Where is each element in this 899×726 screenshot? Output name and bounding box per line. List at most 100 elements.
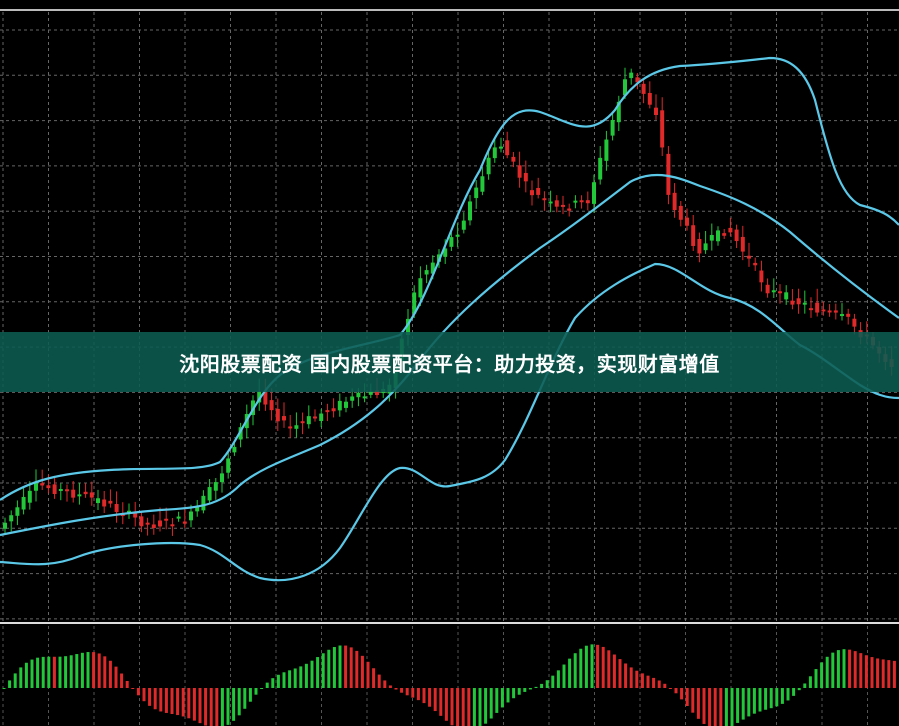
- candle-body: [288, 426, 293, 429]
- candle-body: [424, 270, 429, 275]
- oscillator-bar: [187, 688, 191, 719]
- oscillator-bar: [293, 668, 297, 688]
- candle-body: [846, 313, 851, 317]
- candle-body: [356, 392, 361, 398]
- candle-body: [145, 522, 150, 525]
- oscillator-bar: [831, 652, 835, 688]
- oscillator-bar: [265, 682, 269, 688]
- oscillator-bar: [736, 688, 740, 723]
- candle-body: [492, 147, 497, 159]
- oscillator-bar: [136, 688, 140, 696]
- bollinger-bands: [0, 56, 899, 582]
- oscillator-bar: [848, 649, 852, 688]
- candle-body: [629, 72, 634, 79]
- oscillator-bar: [58, 656, 62, 688]
- oscillator-bar: [310, 660, 314, 688]
- oscillator-bar: [814, 669, 818, 688]
- oscillator-bar: [500, 688, 504, 708]
- oscillator-bar: [422, 688, 426, 704]
- oscillator-bar: [69, 655, 73, 688]
- candle-body: [3, 522, 7, 529]
- candle-body: [505, 140, 510, 156]
- oscillator-bar: [836, 650, 840, 688]
- oscillator-bar: [881, 659, 885, 688]
- oscillator-bar: [551, 675, 555, 688]
- candle-body: [709, 235, 714, 241]
- oscillator-bar: [472, 688, 476, 726]
- oscillator-bar: [153, 688, 157, 710]
- oscillator-bar: [450, 688, 454, 726]
- candle-body: [610, 120, 615, 136]
- oscillator-bar: [556, 670, 560, 688]
- candle-body: [9, 515, 14, 522]
- oscillator-bar: [30, 659, 34, 688]
- oscillator-bar: [870, 657, 874, 688]
- oscillator-bar: [624, 663, 628, 688]
- oscillator-bar: [461, 688, 465, 726]
- candle-body: [697, 238, 702, 254]
- candle-body: [734, 229, 739, 242]
- candle-body: [220, 473, 224, 483]
- oscillator-bar: [685, 688, 689, 707]
- candle-body: [15, 507, 20, 516]
- oscillator-bar: [170, 688, 174, 715]
- oscillator-bar: [786, 688, 790, 701]
- candle-body: [604, 139, 609, 161]
- candle-body: [530, 190, 534, 196]
- candle-body: [182, 521, 187, 524]
- oscillator-bar: [355, 650, 359, 688]
- oscillator-bar: [864, 655, 868, 688]
- candle-body: [536, 187, 541, 195]
- oscillator-bar: [646, 675, 650, 688]
- oscillator-bar: [260, 688, 264, 689]
- oscillator-bar: [444, 688, 448, 721]
- candle-body: [827, 310, 832, 313]
- oscillator-bar: [724, 688, 728, 726]
- oscillator-bar: [24, 662, 28, 688]
- candle-body: [691, 225, 696, 246]
- oscillator-bar: [635, 670, 639, 688]
- banner: 沈阳股票配资 国内股票配资平台：助力投资，实现财富增值: [0, 332, 899, 392]
- oscillator-bar: [876, 658, 880, 688]
- candle-body: [108, 500, 113, 504]
- candle-body: [461, 220, 466, 230]
- oscillator-bar: [360, 655, 364, 688]
- candle-body: [666, 153, 671, 195]
- candle-body: [158, 520, 162, 527]
- oscillator-bar: [674, 688, 678, 694]
- candle-body: [294, 425, 299, 429]
- candle-body: [226, 458, 231, 473]
- candle-body: [34, 482, 38, 491]
- oscillator-bar: [271, 678, 275, 688]
- candle-body: [499, 146, 503, 149]
- oscillator-bar: [702, 688, 706, 724]
- candle-body: [127, 510, 131, 514]
- candle-body: [71, 489, 76, 498]
- candle-body: [815, 302, 820, 313]
- oscillator-bar: [495, 688, 499, 713]
- oscillator-bar: [478, 688, 482, 726]
- candle-body: [269, 400, 274, 411]
- candle-body: [362, 396, 367, 399]
- oscillator-bar: [545, 680, 549, 688]
- oscillator-bar: [282, 672, 286, 688]
- candle-body: [771, 290, 776, 293]
- oscillator-bar: [114, 666, 118, 688]
- oscillator-bar: [517, 688, 521, 695]
- candle-body: [263, 391, 268, 405]
- oscillator-bar: [769, 688, 773, 709]
- oscillator-bar: [842, 649, 846, 688]
- candle-body: [511, 156, 516, 162]
- oscillator-bar: [36, 657, 40, 688]
- candle-body: [753, 262, 758, 266]
- candle-body: [678, 205, 683, 220]
- candle-body: [139, 516, 144, 527]
- oscillator-bar: [439, 688, 443, 716]
- candle-body: [102, 499, 107, 507]
- lower-band: [0, 262, 899, 582]
- oscillator-bar: [764, 688, 768, 710]
- oscillator-bar: [629, 667, 633, 688]
- candle-body: [685, 217, 689, 226]
- candle-body: [232, 446, 237, 453]
